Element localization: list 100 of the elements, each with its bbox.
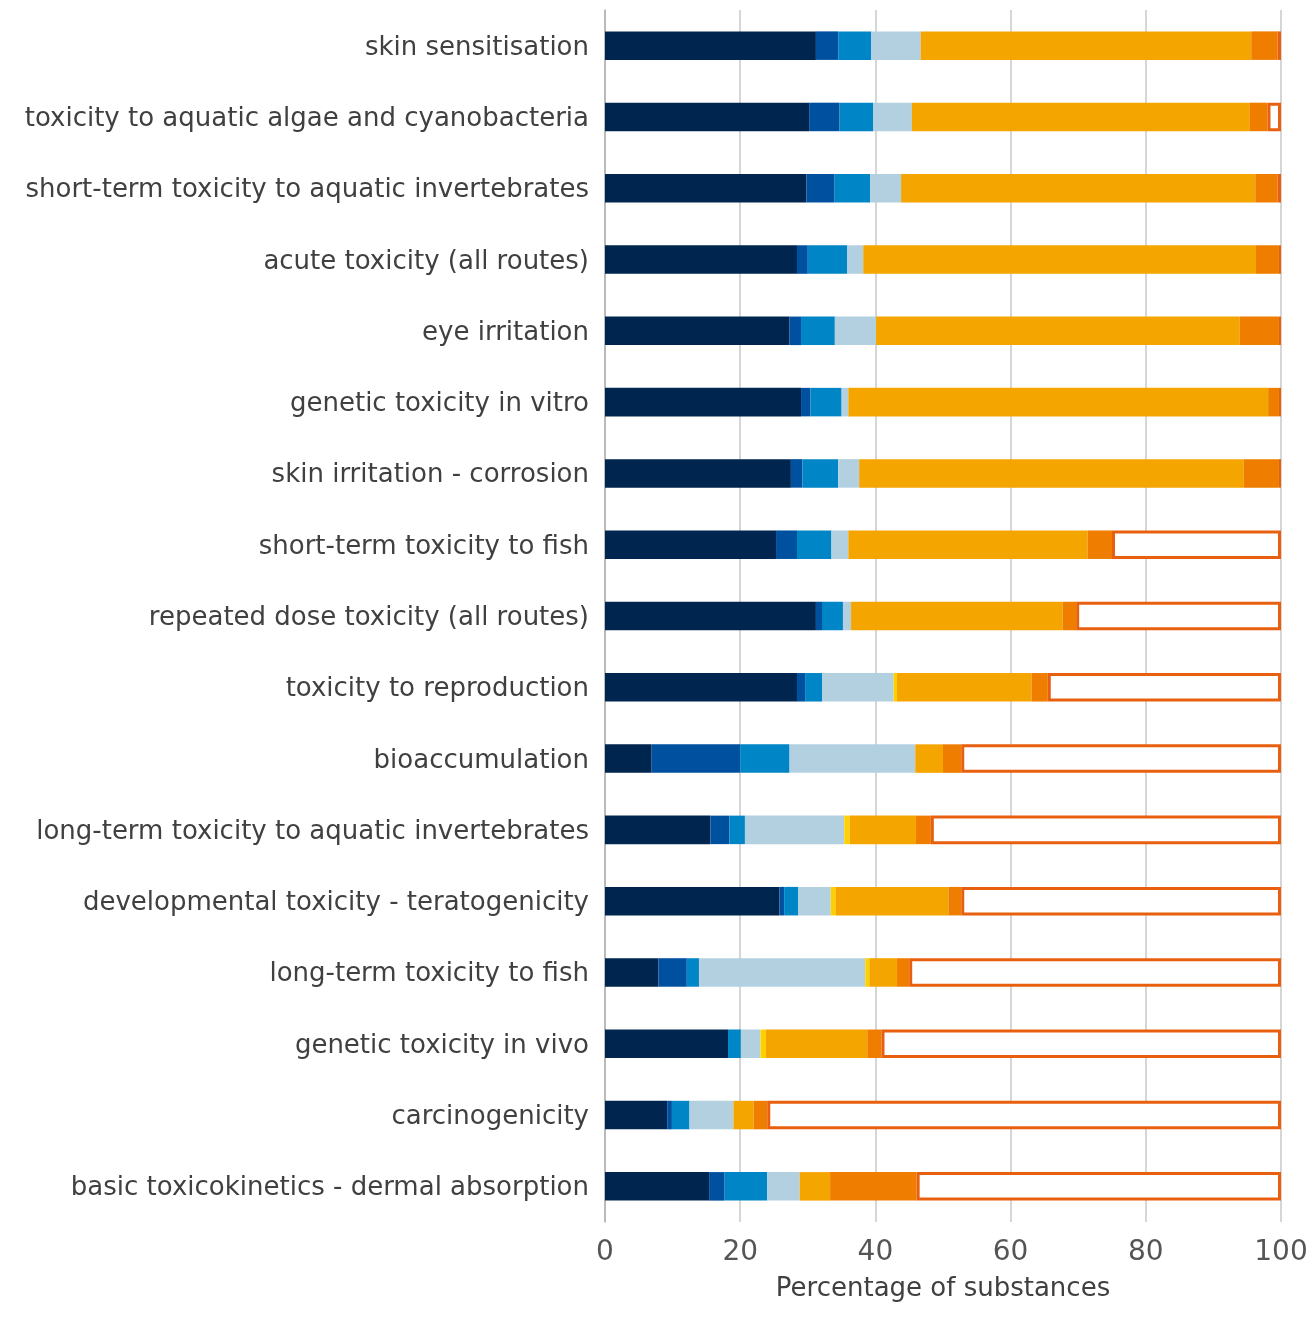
x-tick-label: 0 <box>596 1233 614 1267</box>
bar <box>709 1172 725 1201</box>
bar <box>867 1029 882 1059</box>
bar <box>1112 530 1281 559</box>
y-tick-label: developmental toxicity - teratogenicity <box>82 886 589 917</box>
bar <box>605 316 790 346</box>
bar <box>822 601 843 631</box>
bar <box>796 530 832 559</box>
bar <box>1277 31 1281 60</box>
bar <box>605 815 711 845</box>
bar <box>859 459 1244 488</box>
bar <box>920 31 1252 60</box>
bar <box>830 1172 917 1201</box>
bar <box>897 958 910 987</box>
bar <box>776 530 797 559</box>
bar <box>871 31 921 60</box>
bar <box>873 102 912 132</box>
bar <box>1278 387 1281 417</box>
bar <box>830 886 836 916</box>
y-tick-label: carcinogenicity <box>391 1100 589 1131</box>
y-tick-label: short-term toxicity to aquatic invertebrates <box>25 173 589 204</box>
bar <box>605 459 791 488</box>
bar <box>801 316 835 346</box>
bar <box>851 601 1063 631</box>
bar <box>686 958 699 987</box>
bar <box>1255 245 1279 274</box>
y-tick-label: acute toxicity (all routes) <box>263 244 589 275</box>
bar <box>869 958 898 987</box>
bar <box>651 744 741 773</box>
bar <box>605 1029 729 1059</box>
bar <box>835 886 949 916</box>
x-tick-label: 40 <box>857 1233 894 1267</box>
bar <box>729 815 745 845</box>
y-tick-label: long-term toxicity to fish <box>269 957 589 988</box>
bar <box>671 1100 690 1130</box>
bar <box>834 173 870 203</box>
bar <box>740 744 790 773</box>
bar <box>1047 673 1281 702</box>
bar <box>930 815 1281 845</box>
bar <box>1268 387 1279 417</box>
bar <box>863 245 1256 274</box>
y-tick-label: basic toxicokinetics - dermal absorption <box>70 1171 589 1202</box>
bar <box>909 958 1281 987</box>
bar <box>802 459 839 488</box>
bar <box>799 1172 831 1201</box>
bar <box>1243 459 1279 488</box>
bar <box>807 245 848 274</box>
bar <box>605 387 802 417</box>
bar <box>876 316 1240 346</box>
bar <box>1076 601 1281 631</box>
bar <box>605 601 816 631</box>
bar <box>943 744 962 773</box>
y-tick-label: bioaccumulation <box>373 743 589 774</box>
bar <box>897 673 1032 702</box>
bar <box>839 102 874 132</box>
bar <box>815 601 822 631</box>
bar <box>822 673 894 702</box>
bar <box>893 673 898 702</box>
bar <box>765 1029 868 1059</box>
bar <box>784 886 799 916</box>
bar <box>1031 673 1048 702</box>
bar <box>605 102 810 132</box>
bar <box>789 316 802 346</box>
bar <box>796 673 806 702</box>
bar <box>881 1029 1281 1059</box>
bar <box>796 245 808 274</box>
bar <box>961 886 1281 916</box>
y-tick-label: skin irritation - corrosion <box>271 458 589 489</box>
bar <box>1278 316 1281 346</box>
bar <box>789 744 916 773</box>
bar <box>847 245 864 274</box>
bar <box>831 530 849 559</box>
bar <box>1278 459 1281 488</box>
bar <box>689 1100 734 1130</box>
bar <box>834 316 877 346</box>
bar <box>605 744 652 773</box>
bar <box>842 601 852 631</box>
y-tick-label: genetic toxicity in vitro <box>289 387 589 418</box>
x-tick-label: 20 <box>722 1233 759 1267</box>
bar <box>790 459 803 488</box>
bar <box>658 958 687 987</box>
x-axis-title: Percentage of substances <box>775 1272 1111 1302</box>
bar <box>1239 316 1279 346</box>
bar <box>767 1172 800 1201</box>
bar <box>805 673 822 702</box>
bar <box>815 31 839 60</box>
bar <box>744 815 845 845</box>
bar <box>1251 31 1278 60</box>
bar <box>901 173 1256 203</box>
bar <box>916 1172 1281 1201</box>
bar <box>801 387 811 417</box>
bar <box>733 1100 754 1130</box>
bar <box>865 958 870 987</box>
bar <box>605 173 807 203</box>
bar <box>728 1029 741 1059</box>
bar <box>740 1029 761 1059</box>
bar <box>848 387 1269 417</box>
bar <box>838 459 860 488</box>
y-tick-label: toxicity to aquatic algae and cyanobacteria <box>24 101 589 132</box>
bar <box>810 387 842 417</box>
